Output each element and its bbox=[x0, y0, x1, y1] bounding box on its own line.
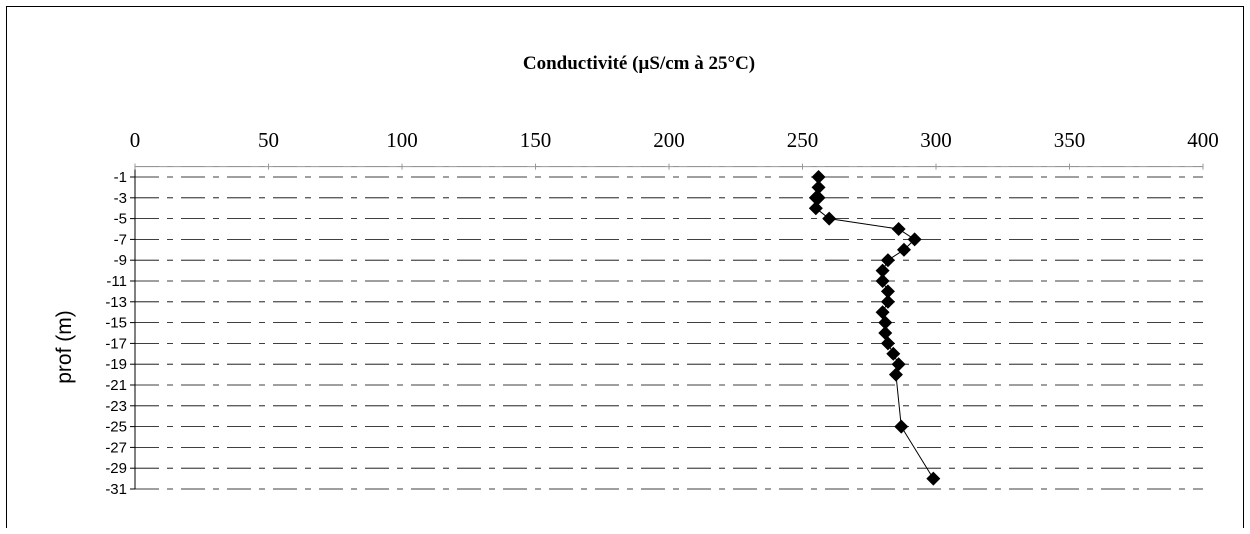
x-tick-label: 350 bbox=[1054, 128, 1086, 152]
data-point bbox=[907, 232, 922, 247]
y-tick-label: -31 bbox=[105, 481, 127, 498]
data-point bbox=[875, 305, 890, 320]
data-point bbox=[875, 263, 890, 278]
y-tick-label: -25 bbox=[105, 419, 127, 436]
y-tick-label: -5 bbox=[114, 211, 127, 228]
data-point bbox=[878, 315, 893, 330]
data-point bbox=[878, 326, 893, 340]
data-point bbox=[894, 419, 909, 434]
y-tick-label: -13 bbox=[105, 294, 127, 311]
x-tick-label: 400 bbox=[1187, 128, 1219, 152]
x-tick-label: 300 bbox=[920, 128, 952, 152]
series-line bbox=[815, 177, 934, 479]
y-tick-label: -3 bbox=[114, 190, 127, 207]
data-point bbox=[880, 253, 895, 268]
chart-svg: Conductivité (µS/cm à 25°C) prof (m) 0 50… bbox=[53, 53, 1219, 498]
data-point bbox=[811, 180, 826, 195]
y-tick-labels: -1 -3 -5 -7 -9 -11 -13 -15 -17 -19 -21 -23 -25 -27 -29… bbox=[105, 169, 127, 498]
y-tick-label: -1 bbox=[114, 169, 127, 186]
data-point bbox=[880, 294, 895, 309]
data-point bbox=[822, 211, 837, 226]
y-tick-label: -23 bbox=[105, 398, 127, 415]
x-tick-label: 50 bbox=[258, 128, 279, 152]
y-tick-label: -21 bbox=[105, 377, 127, 394]
y-axis-label: prof (m) bbox=[53, 310, 76, 384]
y-tick-label: -29 bbox=[105, 460, 127, 477]
data-point bbox=[875, 274, 890, 288]
y-tick-label: -11 bbox=[106, 273, 127, 290]
x-tick-labels: 0 50 100 150 200 250 300 350 400 bbox=[130, 128, 1219, 152]
data-series bbox=[808, 170, 941, 486]
y-tick-label: -9 bbox=[114, 252, 127, 269]
x-tick-label: 0 bbox=[130, 128, 141, 152]
y-tick-label: -19 bbox=[105, 356, 127, 373]
x-tick-label: 250 bbox=[787, 128, 819, 152]
y-tick-label: -15 bbox=[105, 315, 127, 332]
data-point bbox=[891, 222, 906, 236]
x-tick-label: 150 bbox=[520, 128, 552, 152]
y-tick-label: -7 bbox=[114, 231, 127, 248]
data-point bbox=[891, 357, 906, 372]
data-point bbox=[896, 242, 911, 257]
data-point bbox=[888, 367, 903, 382]
data-point bbox=[926, 471, 941, 486]
data-point bbox=[880, 336, 895, 351]
axes bbox=[130, 163, 1204, 490]
x-tick-label: 200 bbox=[653, 128, 685, 152]
y-tick-label: -17 bbox=[105, 335, 127, 352]
data-point bbox=[880, 284, 895, 299]
data-point bbox=[808, 190, 823, 205]
data-point bbox=[886, 346, 901, 361]
data-point bbox=[811, 170, 826, 184]
y-tick-label: -27 bbox=[105, 439, 127, 456]
grid-lines bbox=[135, 166, 1203, 490]
x-tick-label: 100 bbox=[386, 128, 418, 152]
chart-frame: Conductivité (µS/cm à 25°C) prof (m) 0 50… bbox=[6, 6, 1244, 528]
chart-title: Conductivité (µS/cm à 25°C) bbox=[523, 53, 755, 74]
data-point bbox=[808, 201, 823, 216]
